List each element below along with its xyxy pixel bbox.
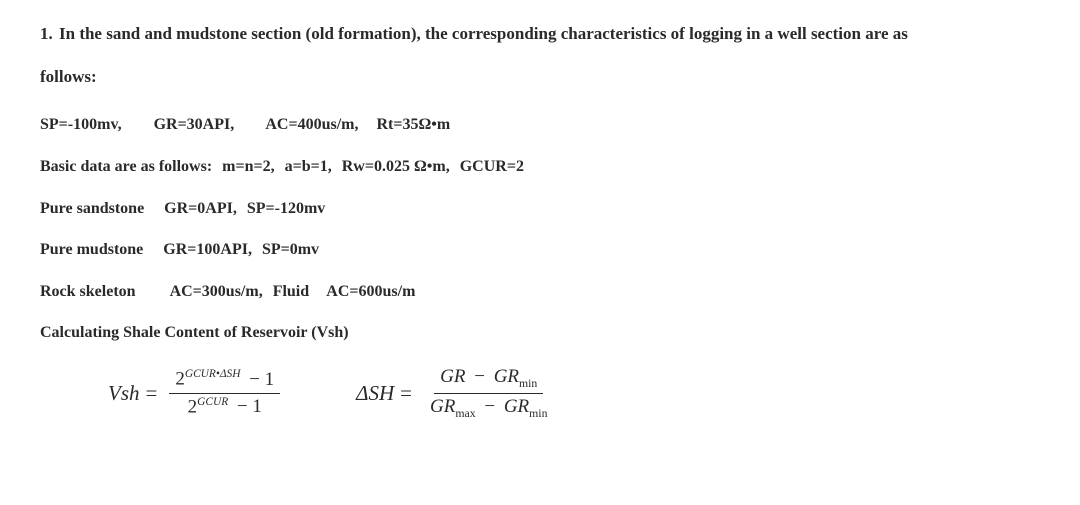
mn-value: m=n=2, <box>222 158 274 175</box>
num-gr-a: GR <box>440 366 465 387</box>
vsh-denominator: 2GCUR − 1 <box>182 394 268 418</box>
den-gr-a-sub: max <box>455 407 475 420</box>
vsh-numerator: 2GCUR•ΔSH − 1 <box>169 368 280 393</box>
ac-value: AC=400us/m, <box>265 116 358 133</box>
basic-prefix: Basic data are as follows: <box>40 158 212 175</box>
fluid-label: Fluid <box>273 283 309 300</box>
gcur-value: GCUR=2 <box>460 158 524 175</box>
num-gr-b-sub: min <box>519 377 537 390</box>
skeleton-label: Rock skeleton <box>40 283 136 300</box>
intro-text-2: follows: <box>40 63 1040 90</box>
sandstone-gr: GR=0API, <box>164 200 237 217</box>
sandstone-label: Pure sandstone <box>40 200 144 217</box>
ash-lhs: ΔSH <box>356 381 394 406</box>
calc-title: Calculating Shale Content of Reservoir (… <box>40 320 1040 346</box>
equation-ash: ΔSH = GR − GRmin GRmax − GRmin <box>356 366 559 421</box>
eq-sign-2: = <box>400 381 412 406</box>
den-base-1: 2 <box>188 396 198 417</box>
ash-fraction: GR − GRmin GRmax − GRmin <box>424 366 553 421</box>
den-gr-b-sub: min <box>529 407 547 420</box>
data-row-4: Pure mudstone GR=100API, SP=0mv <box>40 237 1040 263</box>
data-row-3: Pure sandstone GR=0API, SP=-120mv <box>40 196 1040 222</box>
den-tail-1: − 1 <box>237 396 262 417</box>
ab-value: a=b=1, <box>285 158 332 175</box>
gr-value: GR=30API, <box>154 116 235 133</box>
den-gr-a: GR <box>430 396 455 417</box>
skeleton-ac: AC=300us/m, <box>170 283 263 300</box>
mudstone-gr: GR=100API, <box>163 241 252 258</box>
question-intro: 1. In the sand and mudstone section (old… <box>40 20 1040 47</box>
sandstone-sp: SP=-120mv <box>247 200 325 217</box>
intro-text-1: In the sand and mudstone section (old fo… <box>59 24 908 43</box>
num-base-1: 2 <box>175 369 185 390</box>
den-exp-1: GCUR <box>197 396 228 408</box>
den-minus: − <box>484 396 495 417</box>
q-number: 1. <box>40 24 53 43</box>
num-exp-1: GCUR•ΔSH <box>185 368 241 380</box>
den-gr-b: GR <box>504 396 529 417</box>
eq-sign-1: = <box>146 381 158 406</box>
ash-numerator: GR − GRmin <box>434 366 543 394</box>
num-gr-b: GR <box>494 366 519 387</box>
rt-value: Rt=35Ω•m <box>376 116 450 133</box>
num-tail-1: − 1 <box>249 369 274 390</box>
vsh-fraction: 2GCUR•ΔSH − 1 2GCUR − 1 <box>169 368 280 418</box>
mudstone-label: Pure mudstone <box>40 241 143 258</box>
mudstone-sp: SP=0mv <box>262 241 319 258</box>
sp-value: SP=-100mv, <box>40 116 122 133</box>
num-minus: − <box>474 366 485 387</box>
data-row-5: Rock skeleton AC=300us/m, Fluid AC=600us… <box>40 279 1040 305</box>
vsh-lhs: Vsh <box>108 381 140 406</box>
data-row-2: Basic data are as follows: m=n=2, a=b=1,… <box>40 154 1040 180</box>
fluid-ac: AC=600us/m <box>326 283 415 300</box>
equation-row: Vsh = 2GCUR•ΔSH − 1 2GCUR − 1 ΔSH = GR −… <box>108 366 1040 421</box>
data-row-1: SP=-100mv, GR=30API, AC=400us/m, Rt=35Ω•… <box>40 112 1040 138</box>
ash-denominator: GRmax − GRmin <box>424 394 553 421</box>
equation-vsh: Vsh = 2GCUR•ΔSH − 1 2GCUR − 1 <box>108 368 286 418</box>
rw-value: Rw=0.025 Ω•m, <box>342 158 450 175</box>
